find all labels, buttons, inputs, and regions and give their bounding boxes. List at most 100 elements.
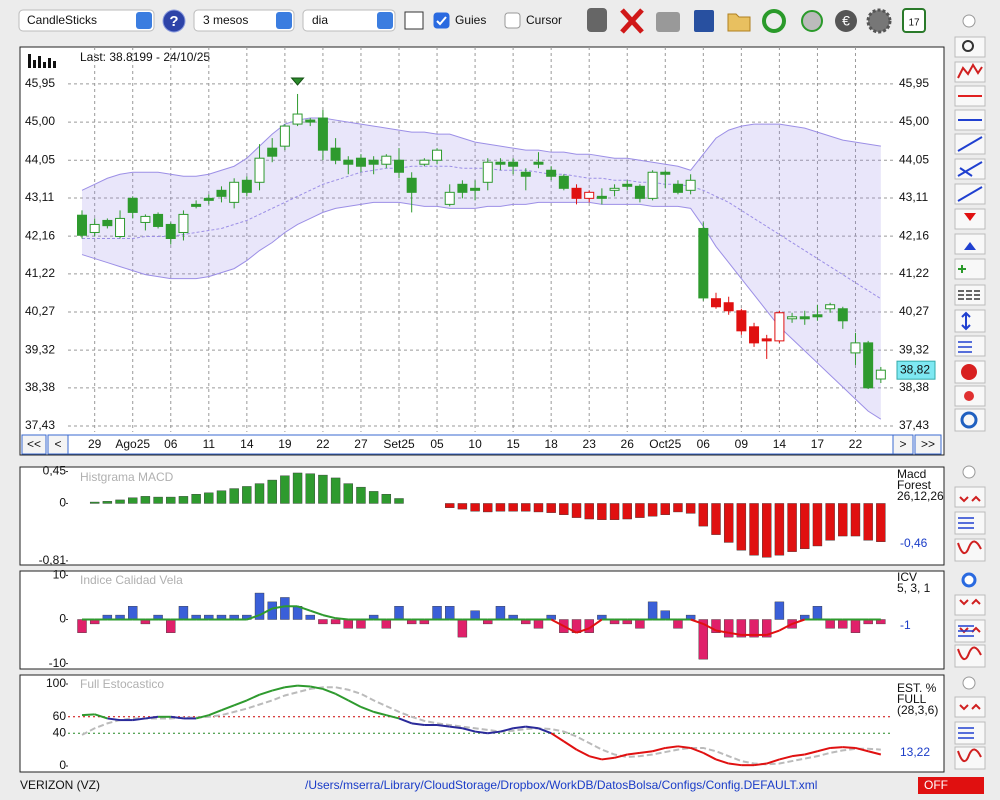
- candle-body: [596, 195, 607, 199]
- nav-first[interactable]: [21, 434, 47, 455]
- currency-icon[interactable]: [801, 10, 823, 32]
- volume-icon: [28, 54, 56, 68]
- tool-glyph: [959, 495, 981, 711]
- bar: [128, 606, 138, 620]
- open-icon[interactable]: [727, 13, 751, 32]
- icon-part: [38, 56, 41, 68]
- bar: [381, 619, 392, 629]
- signal-segment: [778, 623, 793, 632]
- bar: [280, 597, 290, 620]
- bar: [178, 606, 189, 620]
- bar: [647, 601, 658, 620]
- tool-button[interactable]: [954, 408, 986, 432]
- x-tick-label: 22: [316, 437, 330, 451]
- k-segment: [221, 704, 235, 712]
- k-segment: [310, 685, 324, 690]
- indicator-value: -1: [900, 618, 911, 632]
- tool-glyph: [964, 242, 976, 250]
- x-tick-label: 06: [697, 437, 711, 451]
- bar: [445, 606, 455, 620]
- radio-selected[interactable]: [961, 572, 977, 588]
- help-icon: ?: [169, 13, 178, 30]
- tool-glyph: [957, 63, 983, 79]
- x-tick-label: Oct25: [649, 437, 681, 451]
- nav-last[interactable]: [914, 434, 942, 455]
- bar: [254, 483, 265, 504]
- tool-button[interactable]: [954, 258, 986, 280]
- bar: [330, 477, 341, 504]
- tool-button[interactable]: [954, 335, 986, 357]
- candle-body: [229, 181, 240, 203]
- k-segment: [627, 751, 641, 756]
- x-tick-label: 19: [278, 437, 292, 451]
- candle-body: [609, 187, 620, 191]
- zoom-button[interactable]: [954, 36, 986, 58]
- y-tick-label: 100: [46, 676, 66, 690]
- legend-line: ICV: [897, 570, 917, 584]
- k-segment: [474, 730, 488, 735]
- tool-glyph: [961, 364, 977, 380]
- legend-line: (28,3,6): [897, 703, 938, 717]
- save-icon[interactable]: [694, 10, 714, 32]
- candle-body: [140, 215, 151, 223]
- icon-part: [43, 62, 46, 68]
- k-segment: [525, 725, 539, 730]
- candle-body: [305, 119, 316, 123]
- settings-icon[interactable]: [866, 8, 892, 34]
- candle-body: [432, 149, 443, 161]
- tool-button[interactable]: [954, 309, 986, 333]
- tool-button[interactable]: [954, 538, 986, 562]
- period-select[interactable]: [193, 9, 295, 32]
- guides-checkbox[interactable]: [433, 12, 450, 29]
- trash-icon[interactable]: [587, 8, 607, 32]
- radio[interactable]: [962, 465, 976, 479]
- help-button[interactable]: [162, 9, 186, 33]
- calendar-icon[interactable]: [902, 8, 926, 33]
- interval-select[interactable]: [302, 9, 396, 32]
- k-segment: [297, 684, 311, 688]
- bar: [749, 619, 759, 638]
- nav-next[interactable]: [892, 434, 914, 455]
- refresh-icon[interactable]: [762, 9, 786, 33]
- signal-segment: [246, 614, 260, 621]
- icon-part: [53, 61, 56, 68]
- print-icon[interactable]: [656, 12, 680, 32]
- candle-body: [799, 316, 810, 320]
- chart-window-icon[interactable]: [404, 11, 424, 30]
- k-segment: [601, 756, 615, 761]
- radio[interactable]: [962, 676, 976, 690]
- candle-body: [749, 326, 760, 344]
- config-path[interactable]: /Users/mserra/Library/CloudStorage/Dropb…: [305, 778, 817, 792]
- y-tick-label: 0,45: [43, 464, 67, 478]
- candle-body: [115, 217, 126, 237]
- delete-icon[interactable]: [620, 8, 644, 34]
- radio[interactable]: [962, 14, 976, 28]
- k-segment: [665, 745, 679, 749]
- bar: [825, 619, 835, 629]
- bar: [128, 497, 138, 504]
- candle-body: [761, 338, 772, 342]
- legend-line: FULL: [897, 692, 927, 706]
- bar: [267, 479, 277, 504]
- euro-icon[interactable]: [835, 10, 857, 32]
- tool-button[interactable]: [954, 644, 986, 668]
- signal-segment: [259, 607, 273, 616]
- k-segment: [347, 699, 362, 708]
- candle-body: [495, 161, 506, 165]
- y-tick-label-right: 42,16: [899, 228, 929, 242]
- band-fill: [82, 118, 881, 420]
- last-price-box: [896, 360, 936, 380]
- tool-button[interactable]: [954, 594, 986, 616]
- tool-button[interactable]: [954, 746, 986, 770]
- tool-button[interactable]: [954, 696, 986, 718]
- status-box[interactable]: [918, 777, 984, 794]
- chart-type-select[interactable]: [18, 9, 155, 32]
- bar: [533, 619, 544, 629]
- tool-glyph: [957, 540, 982, 762]
- cursor-checkbox[interactable]: [504, 12, 521, 29]
- bar: [280, 475, 290, 504]
- bar: [470, 503, 480, 512]
- tool-button[interactable]: [954, 486, 986, 508]
- x-tick-label: 14: [773, 437, 787, 451]
- k-segment: [500, 727, 514, 733]
